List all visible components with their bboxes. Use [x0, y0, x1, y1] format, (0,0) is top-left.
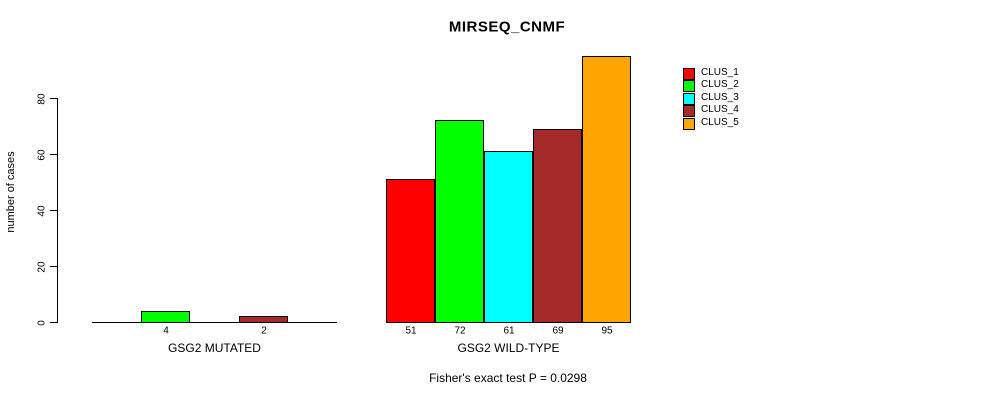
group-label-gsg2-wild-type: GSG2 WILD-TYPE	[457, 341, 560, 355]
y-tick-mark-0	[50, 322, 57, 323]
y-tick-label-20: 20	[36, 260, 48, 273]
y-tick-mark-80	[50, 98, 57, 99]
legend-label-clus-1: CLUS_1	[701, 67, 739, 78]
bar-count-gsg2-wild-type-clus-1: 51	[405, 325, 417, 337]
legend-label-clus-3: CLUS_3	[701, 91, 739, 103]
bar-gsg2-mutated-clus-4	[239, 316, 288, 323]
legend-swatch-clus-3	[683, 92, 695, 105]
legend-swatch-clus-2	[683, 80, 695, 93]
legend-swatch-clus-5	[683, 117, 695, 130]
bar-gsg2-wild-type-clus-3	[484, 151, 533, 323]
y-tick-mark-40	[50, 210, 57, 211]
bar-gsg2-wild-type-clus-5	[582, 56, 631, 323]
y-tick-mark-60	[50, 154, 57, 155]
bar-gsg2-wild-type-clus-2	[435, 120, 484, 323]
bar-count-gsg2-mutated-clus-4: 2	[261, 325, 267, 337]
bar-count-gsg2-wild-type-clus-4: 69	[552, 325, 564, 337]
y-axis-line	[57, 98, 58, 323]
bar-count-gsg2-wild-type-clus-3: 61	[503, 325, 515, 337]
y-tick-label-80: 80	[36, 92, 48, 105]
bar-gsg2-wild-type-clus-4	[533, 129, 582, 323]
bar-count-gsg2-mutated-clus-2: 4	[163, 325, 169, 337]
y-tick-mark-20	[50, 266, 57, 267]
group-label-gsg2-mutated: GSG2 MUTATED	[168, 341, 261, 355]
bar-gsg2-wild-type-clus-1	[386, 179, 435, 323]
legend-label-clus-4: CLUS_4	[701, 104, 739, 116]
legend-label-clus-2: CLUS_2	[701, 79, 739, 91]
y-axis-label: number of cases	[5, 151, 17, 233]
y-tick-label-40: 40	[36, 204, 48, 217]
legend-swatch-clus-1	[683, 68, 695, 80]
fisher-test-annotation: Fisher's exact test P = 0.0298	[429, 371, 587, 385]
bar-count-gsg2-wild-type-clus-2: 72	[454, 325, 466, 337]
bar-gsg2-mutated-clus-2	[141, 311, 190, 323]
chart-title: MIRSEQ_CNMF	[448, 18, 566, 36]
legend-swatch-clus-4	[683, 105, 695, 118]
bar-count-gsg2-wild-type-clus-5: 95	[601, 325, 613, 337]
y-tick-label-60: 60	[36, 148, 48, 161]
y-tick-label-0: 0	[36, 319, 48, 326]
legend-label-clus-5: CLUS_5	[701, 116, 739, 128]
baseline-gsg2-mutated	[92, 322, 337, 323]
